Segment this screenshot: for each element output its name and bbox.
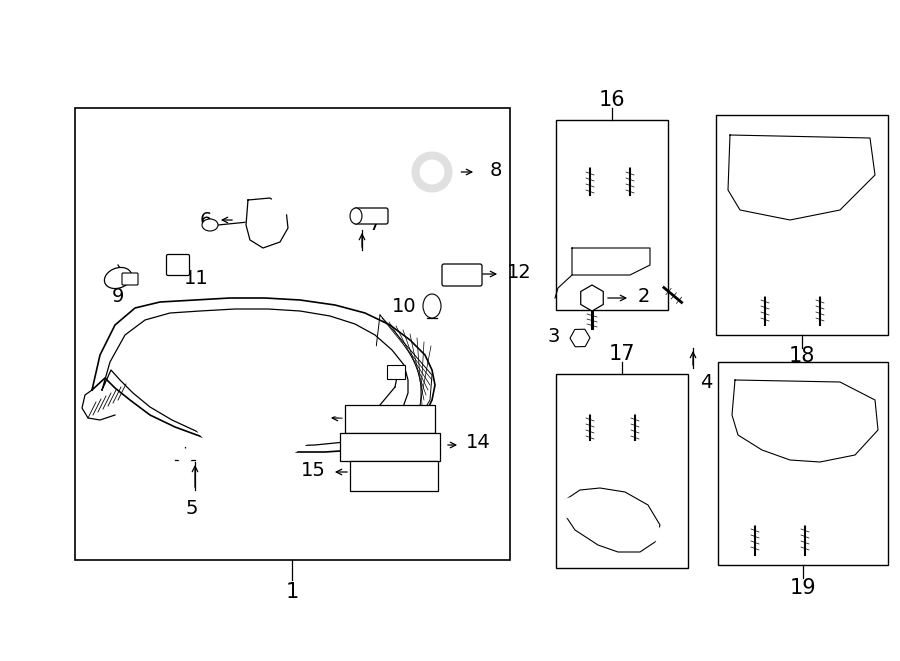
Circle shape (581, 396, 599, 414)
Circle shape (585, 400, 595, 410)
Text: 2: 2 (638, 286, 651, 305)
Text: 9: 9 (112, 286, 124, 305)
Ellipse shape (104, 268, 131, 289)
Circle shape (750, 510, 760, 520)
Text: 13: 13 (297, 407, 322, 426)
Circle shape (745, 505, 765, 525)
FancyBboxPatch shape (442, 264, 482, 286)
Bar (556, 374, 688, 568)
Circle shape (810, 276, 830, 296)
Circle shape (560, 498, 580, 518)
Polygon shape (246, 198, 288, 248)
Text: 7: 7 (368, 215, 381, 235)
Ellipse shape (350, 208, 362, 224)
Circle shape (640, 522, 660, 542)
Circle shape (565, 503, 575, 513)
Text: 5: 5 (185, 498, 198, 518)
Polygon shape (732, 380, 878, 462)
Circle shape (575, 333, 585, 343)
Bar (345, 405, 435, 433)
Circle shape (815, 281, 825, 291)
Text: 10: 10 (392, 297, 416, 315)
Text: 4: 4 (700, 373, 713, 391)
Circle shape (586, 292, 598, 304)
Text: 8: 8 (490, 161, 502, 180)
Circle shape (800, 510, 810, 520)
Circle shape (404, 144, 460, 200)
Ellipse shape (423, 294, 441, 318)
Polygon shape (565, 488, 660, 552)
Circle shape (303, 333, 387, 417)
Circle shape (625, 153, 635, 163)
Circle shape (412, 152, 452, 192)
Text: 17: 17 (608, 344, 635, 364)
Text: 18: 18 (788, 346, 815, 366)
Circle shape (645, 527, 655, 537)
Circle shape (630, 400, 640, 410)
Circle shape (270, 196, 290, 216)
FancyBboxPatch shape (354, 208, 388, 224)
Bar (718, 362, 888, 565)
Text: 15: 15 (302, 461, 326, 479)
Circle shape (848, 142, 868, 162)
Polygon shape (728, 135, 875, 220)
Circle shape (848, 403, 872, 427)
Ellipse shape (202, 219, 218, 231)
Circle shape (795, 505, 815, 525)
Text: 19: 19 (789, 578, 816, 598)
Circle shape (755, 395, 765, 405)
Bar (75, 108, 510, 560)
Circle shape (853, 147, 863, 157)
Text: 1: 1 (285, 582, 299, 602)
Bar (716, 115, 888, 335)
Bar (350, 461, 438, 491)
Circle shape (760, 281, 770, 291)
Text: 3: 3 (547, 327, 560, 346)
Circle shape (585, 153, 595, 163)
Bar (387, 365, 405, 379)
Circle shape (184, 314, 332, 462)
Text: 12: 12 (507, 262, 532, 282)
Circle shape (420, 160, 444, 184)
Circle shape (626, 396, 644, 414)
Text: 14: 14 (466, 434, 490, 453)
Circle shape (621, 149, 639, 167)
Circle shape (750, 390, 770, 410)
Bar (340, 433, 440, 461)
FancyBboxPatch shape (166, 254, 190, 276)
Polygon shape (572, 248, 650, 275)
Text: 6: 6 (200, 210, 212, 229)
Circle shape (581, 149, 599, 167)
Text: 11: 11 (184, 268, 209, 288)
Circle shape (680, 299, 706, 325)
Circle shape (853, 408, 867, 422)
Circle shape (178, 449, 192, 463)
Circle shape (160, 222, 196, 258)
Bar (395, 440, 417, 454)
FancyBboxPatch shape (122, 273, 138, 285)
Text: 16: 16 (598, 90, 625, 110)
Circle shape (686, 305, 700, 319)
Circle shape (755, 276, 775, 296)
Bar (556, 120, 668, 310)
